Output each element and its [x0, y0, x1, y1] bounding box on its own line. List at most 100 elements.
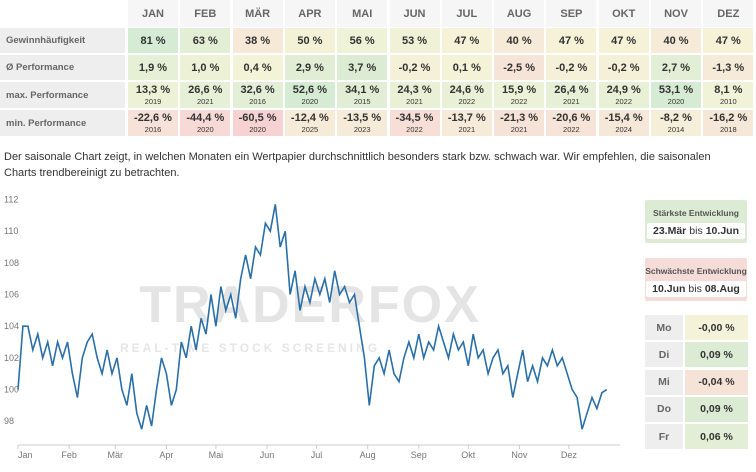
- cell-value: 2,9 %: [295, 61, 324, 74]
- cell-value: 3,7 %: [348, 61, 377, 74]
- cell-value: 0,4 %: [243, 61, 272, 74]
- cell-value: -0,2 %: [398, 61, 431, 74]
- cell-value: 81 %: [140, 34, 166, 47]
- series-line: [17, 204, 608, 430]
- cell: -22,6 % 2016: [128, 110, 178, 136]
- cell-value: 63 %: [192, 34, 218, 47]
- range-to: 10.Jun: [705, 225, 739, 237]
- cell-value: -22,6 %: [134, 112, 172, 124]
- cell: 26,4 % 2021: [546, 82, 597, 108]
- cell-year: 2022: [458, 97, 476, 106]
- cell-value: -0,2 %: [555, 61, 588, 74]
- y-tick-label: 112: [4, 195, 18, 205]
- row-label: min. Performance: [0, 110, 125, 136]
- y-tick-label: 100: [4, 385, 19, 395]
- cell-value: 40 %: [506, 34, 532, 47]
- cell: 40 %: [651, 28, 701, 53]
- range-box: Stärkste Entwicklung 23.Mär bis 10.Jun: [645, 200, 747, 243]
- cell-year: 2022: [563, 125, 580, 134]
- range-value: 23.Mär bis 10.Jun: [647, 223, 745, 239]
- x-tick-label: Dez: [561, 450, 578, 460]
- cell: -13,7 % 2021: [441, 110, 492, 136]
- x-tick-label: Jan: [18, 450, 33, 460]
- cell: -34,5 % 2022: [389, 110, 440, 136]
- x-tick-label: Feb: [61, 450, 77, 460]
- cell: -0,2 %: [389, 55, 440, 80]
- cell: -13,5 % 2023: [337, 110, 388, 136]
- row-label: Gewinnhäufigkeit: [0, 28, 125, 53]
- cell-value: -13,5 %: [343, 112, 382, 124]
- cell: 8,1 % 2010: [703, 82, 754, 108]
- weekday-value: 0,06 %: [685, 424, 748, 450]
- range-box: Schwächste Entwicklung 10.Jun bis 08.Aug: [645, 258, 747, 301]
- x-tick-label: Mär: [108, 450, 124, 460]
- cell-value: 34,1 %: [345, 84, 380, 96]
- month-header: JAN: [128, 0, 178, 27]
- cell-value: 1,0 %: [191, 61, 220, 74]
- x-tick-label: Apr: [159, 450, 173, 460]
- cell-year: 2010: [719, 97, 737, 106]
- cell-value: 53,1 %: [658, 84, 694, 96]
- cell-year: 2016: [249, 97, 266, 106]
- description: Der saisonale Chart zeigt, in welchen Mo…: [4, 151, 711, 179]
- cell-year: 2021: [510, 125, 528, 134]
- row-label: max. Performance: [0, 82, 125, 108]
- cell-value: 26,6 %: [188, 84, 223, 96]
- range-to: 08.Aug: [704, 283, 740, 295]
- month-header: AUG: [494, 0, 545, 27]
- cell: 24,6 % 2022: [441, 82, 492, 108]
- weekday: Fr: [645, 424, 683, 450]
- cell: 47 %: [703, 28, 754, 53]
- cell: 2,7 %: [651, 55, 701, 80]
- month-header: DEZ: [703, 0, 754, 27]
- weekday: Di: [645, 342, 683, 368]
- cell-year: 2020: [301, 97, 319, 106]
- cell: 34,1 % 2015: [337, 82, 388, 108]
- y-tick-label: 98: [4, 416, 14, 426]
- cell-value: 50 %: [297, 34, 323, 47]
- cell: 53 %: [389, 28, 440, 53]
- cell-value: 40 %: [663, 34, 689, 47]
- month-header: MÄR: [232, 0, 283, 27]
- cell-value: 53 %: [401, 34, 428, 47]
- cell: 24,9 % 2022: [598, 82, 649, 108]
- cell: 47 %: [598, 28, 649, 53]
- month-header: SEP: [546, 0, 597, 27]
- cell-year: 2015: [353, 97, 371, 106]
- cell-year: 2014: [667, 125, 685, 134]
- cell: 53,1 % 2020: [651, 82, 701, 108]
- cell: 47 %: [441, 28, 492, 53]
- cell-year: 2020: [667, 97, 685, 106]
- cell-year: 2022: [510, 97, 528, 106]
- cell-year: 2016: [144, 125, 162, 134]
- cell: 15,9 % 2022: [494, 82, 545, 108]
- month-header: MAI: [337, 0, 388, 27]
- cell-year: 2022: [615, 97, 633, 106]
- cell-value: 2,7 %: [661, 61, 691, 74]
- cell-year: 2021: [406, 97, 423, 106]
- cell: -0,2 %: [546, 55, 597, 80]
- cell: 1,0 %: [180, 55, 231, 80]
- cell-value: -8,2 %: [660, 112, 692, 124]
- y-tick-label: 108: [4, 258, 19, 268]
- range-title: Stärkste Entwicklung: [653, 208, 739, 218]
- cell-year: 2018: [719, 125, 737, 134]
- cell-value: 56 %: [349, 34, 375, 47]
- cell-value: 15,9 %: [501, 84, 537, 96]
- cell-year: 2021: [458, 125, 476, 134]
- cell: 0,4 %: [232, 55, 283, 80]
- cell-year: 2025: [301, 125, 319, 134]
- y-tick-label: 106: [4, 290, 19, 300]
- range-title: Schwächste Entwicklung: [645, 266, 747, 276]
- cell: 0,1 %: [441, 55, 492, 80]
- cell-value: 24,3 %: [397, 84, 432, 96]
- y-tick-label: 102: [4, 353, 19, 363]
- x-tick-label: Okt: [461, 450, 476, 460]
- cell: 38 %: [232, 28, 283, 53]
- cell-value: 13,3 %: [135, 84, 171, 96]
- cell: 26,6 % 2021: [180, 82, 231, 108]
- cell: 13,3 % 2019: [128, 82, 178, 108]
- weekday: Mo: [645, 315, 683, 340]
